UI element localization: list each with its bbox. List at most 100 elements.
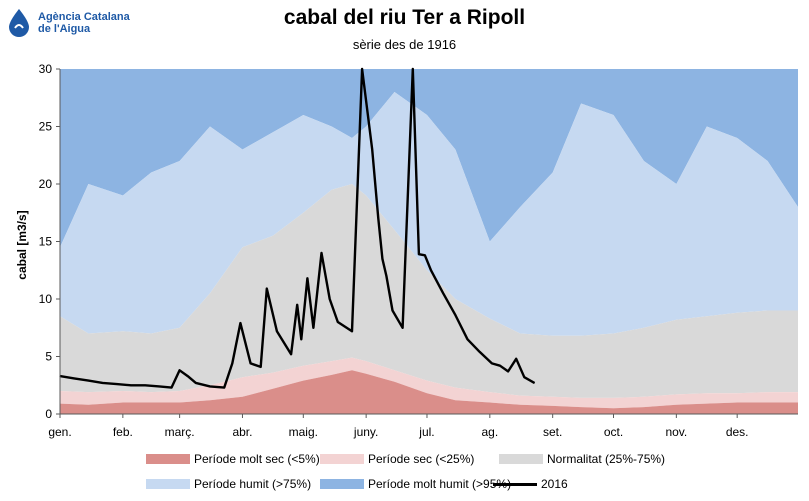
band-humit — [60, 92, 798, 336]
legend-item-sec: Període sec (<25%) — [320, 452, 474, 466]
series-2016-point — [195, 382, 197, 384]
logo-line-1: Agència Catalana — [38, 11, 130, 23]
legend-item-molt-sec: Període molt sec (<5%) — [146, 452, 320, 466]
series-2016-point — [179, 369, 181, 371]
legend-label-molt-humit: Període molt humit (>95%) — [368, 477, 512, 491]
x-tick-label: set. — [543, 425, 562, 439]
chart-subtitle: sèrie des de 1916 — [352, 37, 457, 52]
legend-swatch-sec — [320, 454, 364, 464]
agency-logo: Agència Catalana de l'Aigua — [6, 6, 146, 42]
y-tick-label: 25 — [39, 120, 53, 134]
series-2016-point — [187, 375, 189, 377]
band-molt-humit — [60, 69, 798, 248]
x-tick-label: oct. — [604, 425, 623, 439]
y-tick-label: 20 — [39, 177, 53, 191]
series-2016-point — [391, 309, 394, 312]
series-2016-point — [402, 327, 404, 329]
series-2016-point — [361, 68, 363, 70]
x-tick-label: març. — [165, 425, 195, 439]
legend-label-sec: Període sec (<25%) — [368, 452, 475, 466]
series-2016-point — [479, 351, 481, 353]
x-tick-label: ag. — [481, 425, 498, 439]
series-2016-point — [312, 327, 314, 329]
series-2016-point — [418, 253, 420, 255]
series-2016-point — [507, 370, 509, 372]
series-2016-point — [430, 269, 432, 271]
series-2016-point — [209, 385, 211, 387]
series-2016-point — [260, 366, 262, 368]
series-2016-point — [351, 330, 353, 332]
series-2016-point — [466, 338, 469, 340]
series-2016-point — [523, 376, 525, 378]
legend-swatch-molt-humit — [320, 479, 364, 489]
series-2016-point — [320, 252, 323, 254]
series-2016-point — [442, 292, 444, 294]
series-2016-point — [102, 382, 104, 384]
y-tick-label: 15 — [39, 235, 53, 249]
series-2016-point — [250, 362, 252, 364]
series-2016-point — [306, 277, 308, 279]
series-2016-point — [276, 330, 278, 332]
series-2016-point — [266, 288, 268, 290]
x-tick-label: jul. — [418, 425, 434, 439]
y-tick-label: 30 — [39, 62, 53, 76]
x-tick-label: juny. — [353, 425, 378, 439]
legend-swatch-molt-sec — [146, 454, 190, 464]
legend-label-2016: 2016 — [541, 477, 568, 491]
series-2016-point — [170, 387, 173, 389]
band-normalitat — [60, 184, 798, 398]
x-tick-label: abr. — [232, 425, 252, 439]
y-axis-label: cabal [m3/s] — [15, 210, 29, 279]
series-2016-layer — [59, 67, 536, 389]
series-2016-point — [381, 258, 383, 260]
chart-axes: 0 5 10 15 20 25 30 gen. feb. març. abr. maig. juny. j… — [39, 62, 798, 439]
y-tick-label: 5 — [45, 350, 52, 364]
series-2016-point — [491, 362, 493, 364]
band-molt-sec — [60, 370, 798, 414]
series-2016-point — [290, 353, 292, 355]
chart-title: cabal del riu Ter a Ripoll — [283, 6, 526, 29]
legend-item-molt-humit: Període molt humit (>95%) — [320, 477, 511, 491]
band-sec — [60, 357, 798, 409]
series-2016-point — [239, 322, 241, 324]
series-2016-point — [73, 377, 75, 379]
legend-swatch-normalitat — [499, 454, 543, 464]
series-2016-point — [329, 298, 331, 300]
y-tick-label: 10 — [39, 292, 53, 306]
series-2016-point — [87, 380, 89, 382]
series-2016-point — [144, 384, 146, 386]
logo-text: Agència Catalana de l'Aigua — [38, 11, 130, 35]
series-2016-point — [515, 358, 517, 360]
series-2016-point — [223, 387, 225, 389]
legend-item-2016: 2016 — [493, 477, 568, 491]
series-2016-point — [412, 68, 414, 70]
series-2016-point — [300, 338, 302, 340]
series-2016-point — [296, 304, 298, 306]
series-2016-point — [499, 365, 501, 367]
series-2016-point — [454, 314, 456, 316]
series-2016-point — [385, 275, 387, 277]
legend-item-humit: Període humit (>75%) — [146, 477, 311, 491]
water-drop-logo-icon — [9, 9, 29, 37]
x-tick-label: nov. — [665, 425, 687, 439]
legend-item-normalitat: Normalitat (25%-75%) — [499, 452, 665, 466]
x-tick-label: maig. — [289, 425, 318, 439]
logo-line-2: de l'Aigua — [38, 23, 91, 35]
series-2016-point — [231, 362, 233, 364]
series-2016-point — [337, 321, 339, 323]
legend-label-molt-sec: Període molt sec (<5%) — [194, 452, 320, 466]
legend-label-normalitat: Normalitat (25%-75%) — [547, 452, 666, 466]
series-2016-point — [424, 254, 426, 256]
x-tick-label: feb. — [113, 425, 133, 439]
percentile-bands — [60, 69, 798, 414]
series-2016-point — [130, 384, 132, 386]
series-2016-point — [533, 382, 536, 384]
x-tick-label: gen. — [48, 425, 71, 439]
legend-swatch-humit — [146, 479, 190, 489]
series-2016-line — [59, 67, 535, 389]
legend-label-humit: Període humit (>75%) — [194, 477, 312, 491]
chart-legend: Període molt sec (<5%) Període sec (<25%… — [0, 446, 809, 496]
y-tick-label: 0 — [45, 407, 52, 421]
series-2016-point — [371, 148, 373, 151]
series-2016-point — [158, 385, 160, 387]
